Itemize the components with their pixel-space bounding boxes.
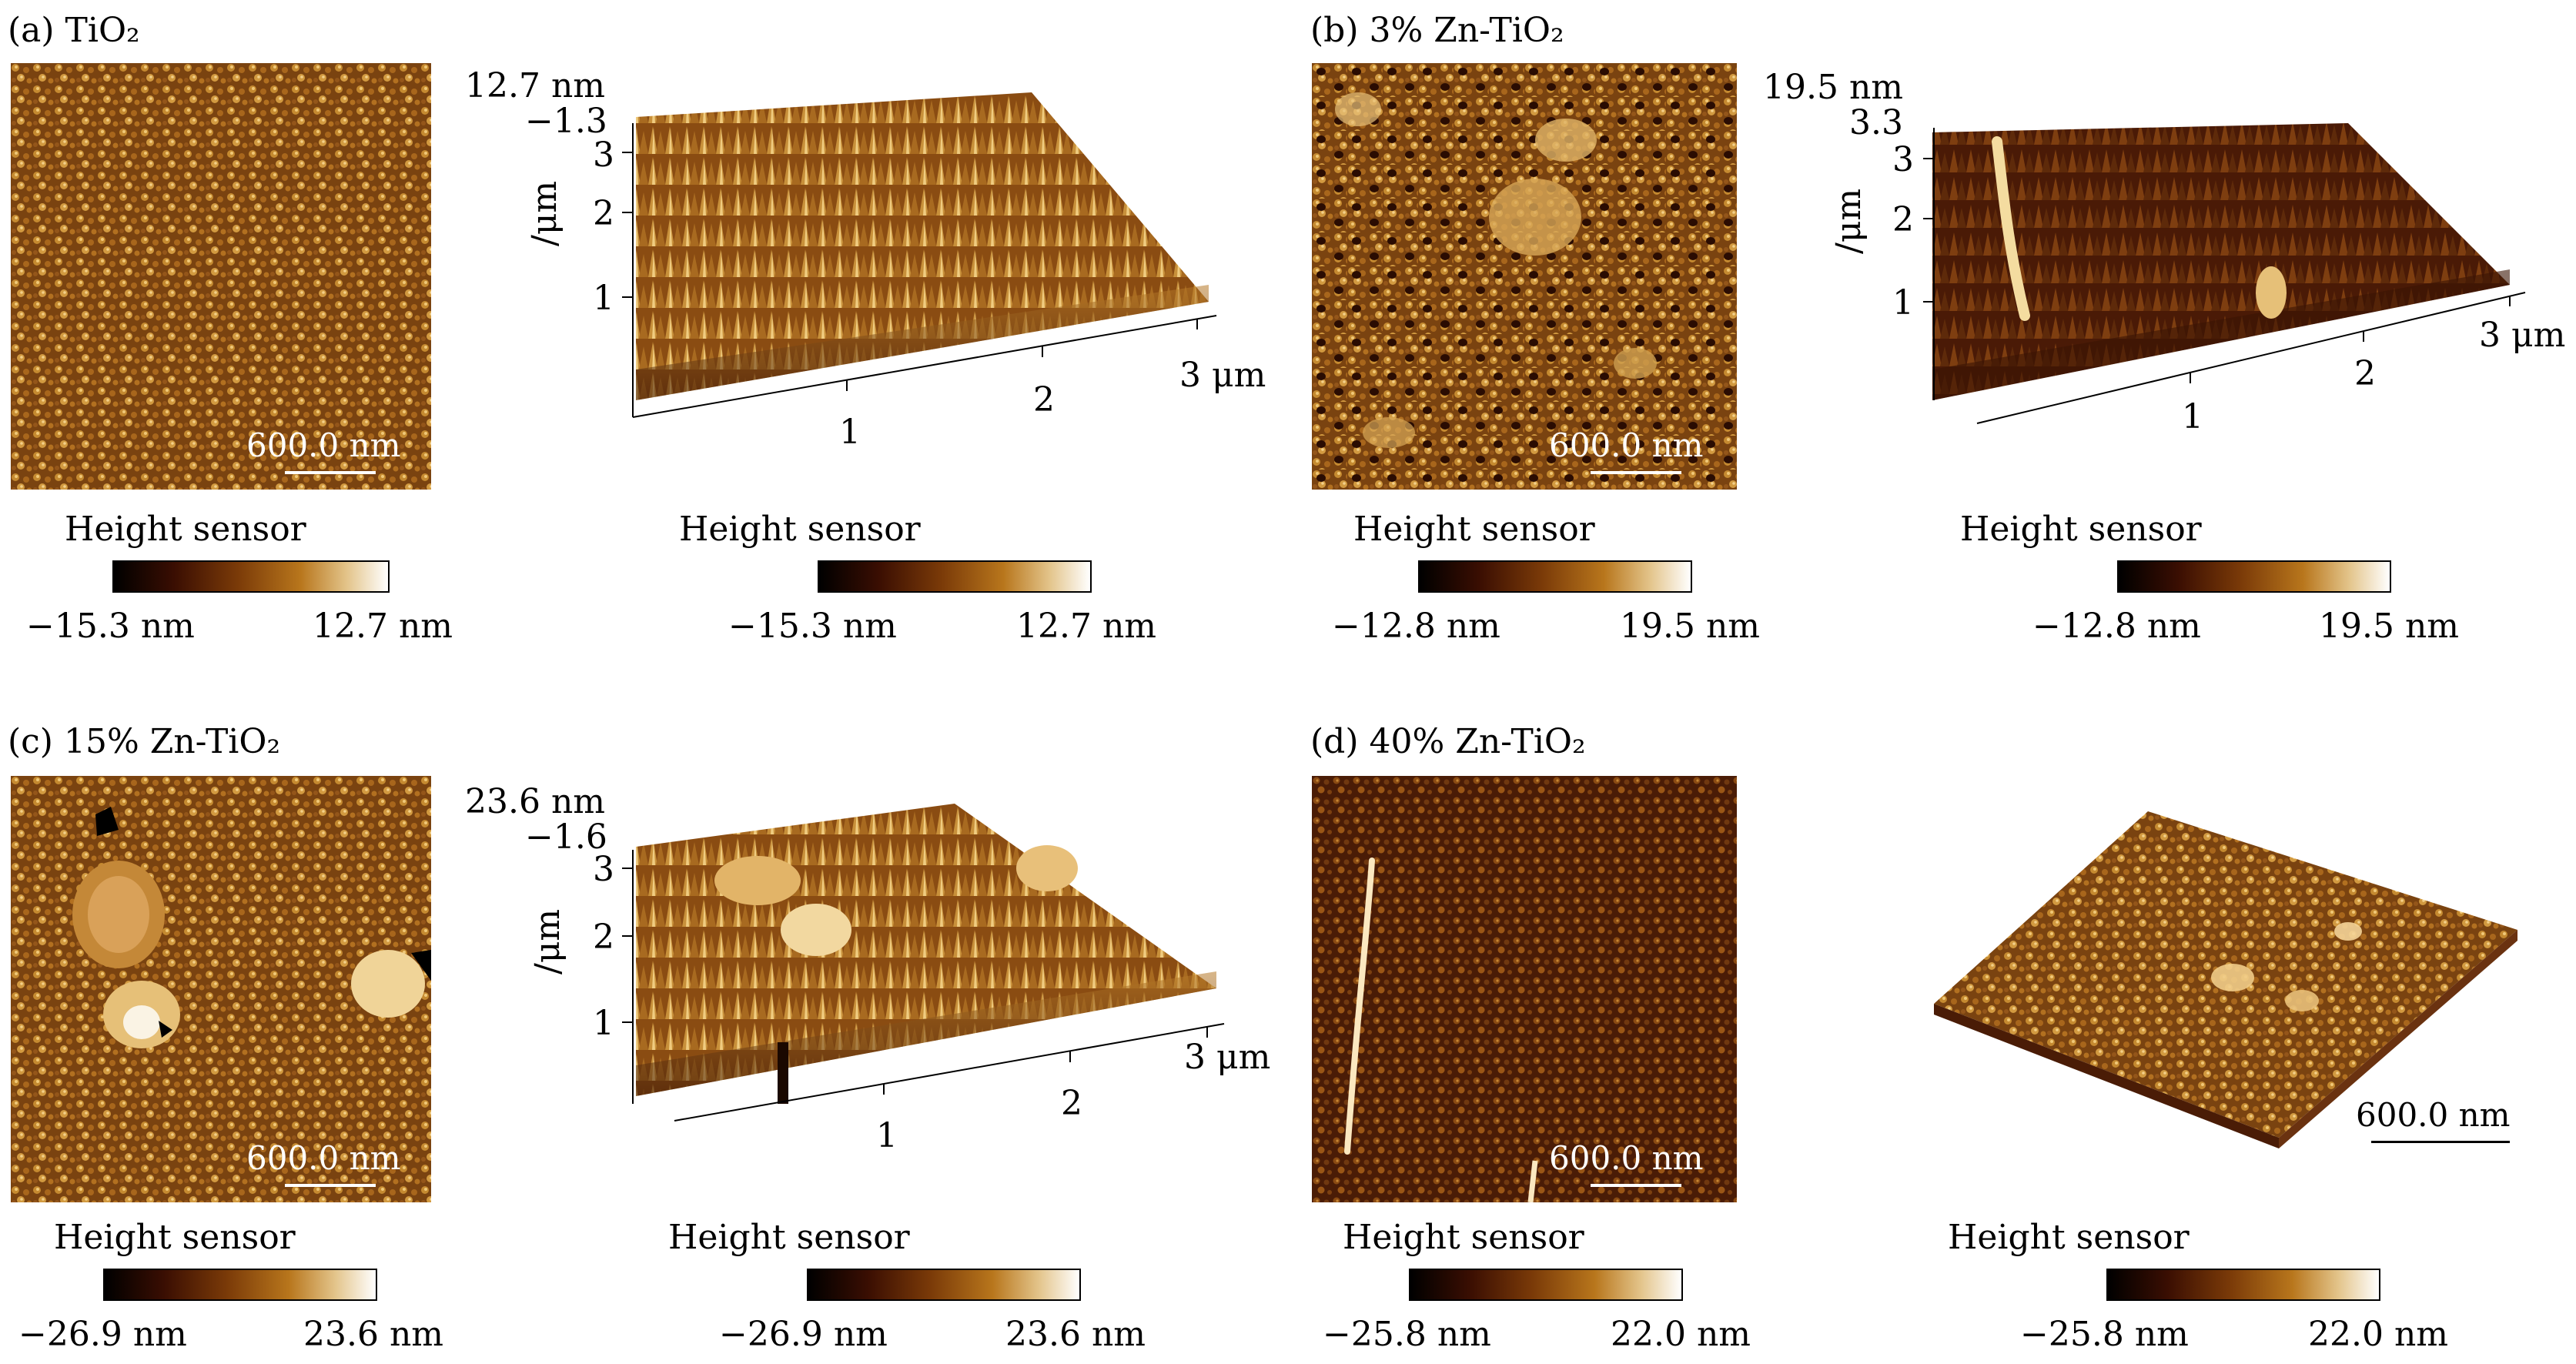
x-tick-1: 1: [839, 413, 861, 452]
x-axis: [632, 315, 1217, 418]
colorbar-min: −25.8 nm: [2020, 1315, 2189, 1354]
z-range-bottom: 3.3: [1849, 103, 1903, 142]
scale-bar: [285, 471, 376, 474]
height-sensor-label: Height sensor: [1353, 510, 1595, 549]
colorbar-min: −15.3 nm: [26, 607, 195, 646]
afm-image-2d-d: 600.0 nm: [1312, 776, 1737, 1202]
panel-label-b: (b) 3% Zn-TiO₂: [1310, 11, 1564, 50]
afm-3d-view-d: [1917, 801, 2533, 1185]
y-tick-3: 3: [593, 850, 614, 889]
z-range-top: 23.6 nm: [465, 782, 606, 821]
x-tick-3: 3 μm: [2479, 316, 2566, 355]
z-range-bottom: −1.6: [525, 817, 607, 857]
height-sensor-label: Height sensor: [1960, 510, 2202, 549]
x-tick-3: 3 μm: [1184, 1038, 1271, 1077]
colorbar: [1409, 1269, 1683, 1301]
height-sensor-label: Height sensor: [65, 510, 306, 549]
colorbar-max: 12.7 nm: [313, 607, 453, 646]
scale-bar-label: 600.0 nm: [2356, 1096, 2511, 1134]
colorbar-max: 23.6 nm: [303, 1315, 444, 1354]
colorbar-max: 23.6 nm: [1005, 1315, 1146, 1354]
scale-bar: [1591, 1184, 1681, 1187]
scale-bar: [285, 1184, 376, 1187]
colorbar-max: 12.7 nm: [1016, 607, 1157, 646]
y-tick-2: 2: [1892, 200, 1914, 239]
y-tick-1: 1: [1892, 283, 1914, 323]
y-tick-1: 1: [593, 1004, 614, 1043]
colorbar: [2106, 1269, 2380, 1301]
x-axis: [674, 1023, 1225, 1122]
scale-bar-label: 600.0 nm: [246, 426, 401, 464]
y-axis-label: /μm: [528, 908, 567, 975]
x-tick-1: 1: [876, 1116, 898, 1155]
x-tick-3: 3 μm: [1179, 356, 1266, 395]
x-tick-2: 2: [2354, 354, 2376, 393]
colorbar: [103, 1269, 377, 1301]
colorbar-min: −26.9 nm: [719, 1315, 888, 1354]
colorbar: [2117, 560, 2391, 593]
y-axis-label: /μm: [1829, 188, 1868, 254]
colorbar: [112, 560, 390, 593]
panel-label-a: (a) TiO₂: [8, 11, 140, 50]
scale-bar: [1591, 471, 1681, 474]
x-tick-2: 2: [1033, 380, 1055, 420]
afm-3d-view-b: 19.5 nm 3.3 3 2 1 /μm 1 2 3 μm: [1763, 62, 2576, 516]
colorbar-max: 19.5 nm: [1620, 607, 1761, 646]
y-tick-1: 1: [593, 279, 614, 318]
afm-3d-view-a: 12.7 nm −1.3 3 2 1 /μm 1 2 3 μm: [462, 62, 1278, 516]
y-tick-3: 3: [593, 135, 614, 175]
scale-bar-label: 600.0 nm: [1549, 1139, 1704, 1177]
scale-bar: [2371, 1141, 2510, 1143]
colorbar: [807, 1269, 1081, 1301]
height-sensor-label: Height sensor: [679, 510, 921, 549]
height-sensor-label: Height sensor: [54, 1218, 296, 1257]
colorbar-min: −12.8 nm: [2032, 607, 2201, 646]
colorbar-min: −15.3 nm: [728, 607, 897, 646]
scale-bar-label: 600.0 nm: [246, 1139, 401, 1177]
colorbar-min: −26.9 nm: [18, 1315, 187, 1354]
x-axis: [1976, 292, 2526, 424]
colorbar-min: −25.8 nm: [1323, 1315, 1491, 1354]
colorbar: [1418, 560, 1692, 593]
height-sensor-label: Height sensor: [1343, 1218, 1584, 1257]
z-range-top: 19.5 nm: [1763, 68, 1904, 107]
x-tick-2: 2: [1061, 1084, 1082, 1123]
panel-label-c: (c) 15% Zn-TiO₂: [8, 722, 281, 761]
afm-image-2d-c: 600.0 nm: [11, 776, 431, 1202]
x-tick-1: 1: [2182, 397, 2203, 436]
z-range-top: 12.7 nm: [465, 66, 606, 105]
y-tick-2: 2: [593, 194, 614, 233]
colorbar: [818, 560, 1092, 593]
y-tick-2: 2: [593, 918, 614, 957]
colorbar-max: 22.0 nm: [2308, 1315, 2449, 1354]
y-axis-label: /μm: [525, 180, 564, 246]
afm-image-2d-b: 600.0 nm: [1312, 63, 1737, 490]
afm-image-2d-a: 600.0 nm: [11, 63, 431, 490]
height-sensor-label: Height sensor: [1948, 1218, 2190, 1257]
z-range-bottom: −1.3: [525, 102, 607, 141]
colorbar-max: 19.5 nm: [2319, 607, 2460, 646]
y-tick-3: 3: [1892, 140, 1914, 179]
panel-label-d: (d) 40% Zn-TiO₂: [1310, 722, 1586, 761]
height-sensor-label: Height sensor: [668, 1218, 910, 1257]
afm-3d-view-c: 23.6 nm −1.6 3 2 1 /μm 1 2 3 μm: [462, 773, 1278, 1219]
colorbar-max: 22.0 nm: [1611, 1315, 1751, 1354]
scale-bar-label: 600.0 nm: [1549, 426, 1704, 464]
colorbar-min: −12.8 nm: [1332, 607, 1500, 646]
